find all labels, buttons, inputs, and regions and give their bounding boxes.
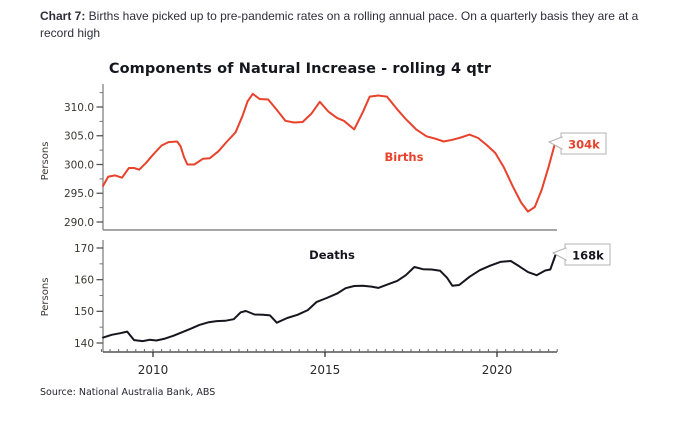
- y-tick-label: 150: [74, 306, 94, 318]
- deaths-callout: 168k: [551, 243, 611, 266]
- x-tick-label: 2015: [310, 363, 341, 377]
- y-tick-label: 160: [74, 274, 94, 286]
- source-note: Source: National Australia Bank, ABS: [40, 387, 216, 398]
- x-tick-label: 2020: [482, 363, 513, 377]
- chart-caption-prefix: Chart 7:: [40, 9, 86, 23]
- y-tick-label: 305.0: [64, 131, 94, 143]
- chart-generated-layer: 310.0 305.0 300.0 295.0 290.0 170 160 150 140 201…: [64, 84, 558, 377]
- chart-title: Components of Natural Increase - rolling…: [108, 61, 492, 77]
- chart-caption: Chart 7: Births have picked up to pre-pa…: [40, 8, 652, 42]
- y-tick-label: 310.0: [64, 102, 94, 114]
- deaths-series-label: Deaths: [309, 248, 355, 262]
- births-series-label: Births: [385, 150, 424, 164]
- births-line: [102, 92, 557, 213]
- y-tick-label: 295.0: [64, 188, 94, 200]
- deaths-end-value: 168k: [572, 249, 604, 263]
- y-tick-label: 140: [74, 338, 94, 350]
- births-y-axis-title: Persons: [40, 142, 51, 181]
- deaths-line: [102, 254, 557, 343]
- y-tick-label: 170: [74, 243, 94, 255]
- births-callout-arrow-icon: [547, 136, 563, 150]
- births-end-value: 304k: [568, 138, 600, 152]
- chart-caption-text: Births have picked up to pre-pandemic ra…: [40, 9, 639, 40]
- deaths-callout-join: [564, 248, 567, 260]
- births-callout-join: [560, 137, 563, 149]
- y-tick-label: 290.0: [64, 217, 94, 229]
- y-tick-label: 300.0: [64, 159, 94, 171]
- deaths-y-axis-title: Persons: [40, 278, 51, 317]
- x-tick-label: 2010: [138, 363, 169, 377]
- births-callout: 304k: [547, 132, 607, 155]
